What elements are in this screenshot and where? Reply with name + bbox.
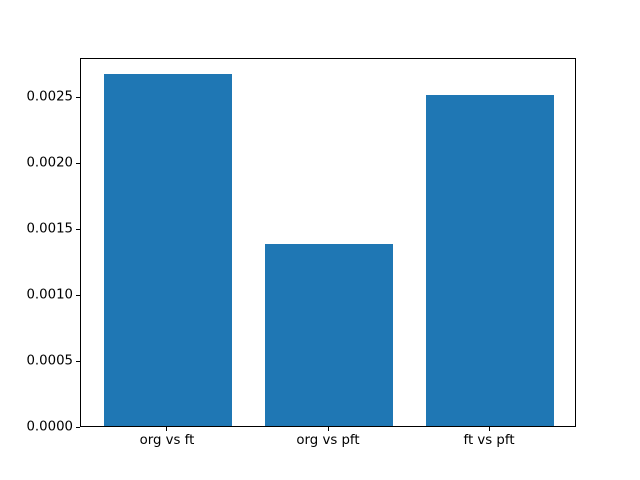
bar-org-vs-pft xyxy=(264,244,394,427)
axes xyxy=(80,57,576,428)
y-tick-mark xyxy=(76,294,80,296)
y-tick-label: 0.0010 xyxy=(26,287,73,303)
y-tick-mark xyxy=(76,228,80,230)
y-tick-label: 0.0000 xyxy=(26,419,73,435)
y-tick-label: 0.0005 xyxy=(26,353,73,369)
x-tick-label-ft-vs-pft: ft vs pft xyxy=(463,433,515,448)
y-tick-mark xyxy=(76,96,80,98)
x-tick-label-org-vs-ft: org vs ft xyxy=(139,433,195,448)
y-tick-mark xyxy=(76,426,80,428)
bar-org-vs-ft xyxy=(103,73,233,427)
y-tick-label: 0.0025 xyxy=(26,89,73,105)
x-tick-mark xyxy=(166,427,168,431)
bar-ft-vs-pft xyxy=(425,94,555,427)
x-tick-mark xyxy=(327,427,329,431)
x-tick-label-org-vs-pft: org vs pft xyxy=(296,433,360,448)
x-tick-mark xyxy=(488,427,490,431)
y-tick-label: 0.0015 xyxy=(26,221,73,237)
y-tick-mark xyxy=(76,162,80,164)
y-tick-mark xyxy=(76,360,80,362)
y-tick-label: 0.0020 xyxy=(26,155,73,171)
